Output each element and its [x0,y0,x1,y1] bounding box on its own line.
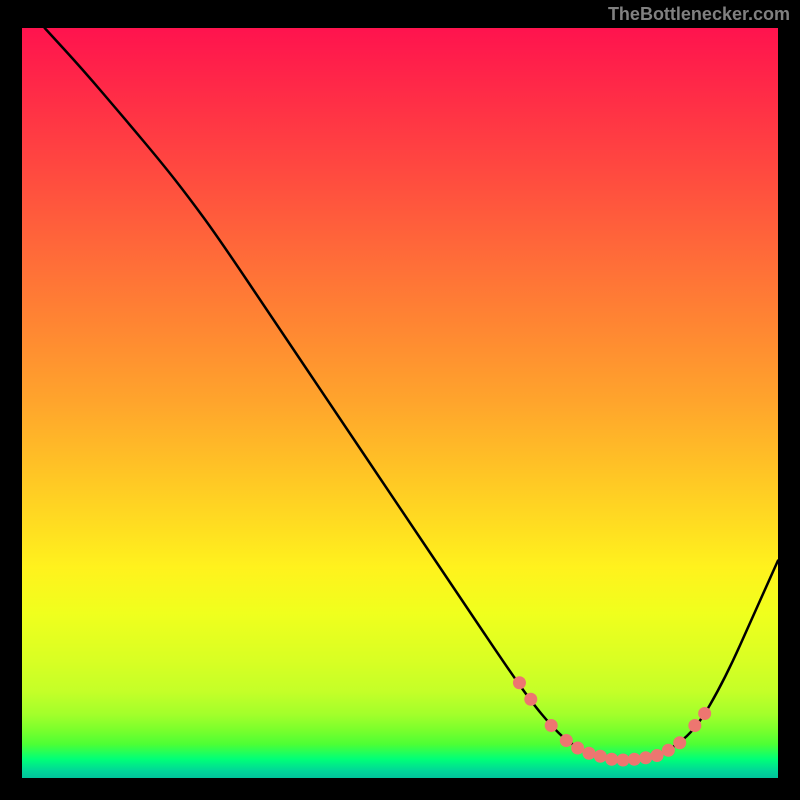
chart-overlay-svg [22,28,778,778]
curve-marker [571,742,584,755]
curve-marker [560,734,573,747]
chart-container: TheBottlenecker.com [0,0,800,800]
curve-marker [524,693,537,706]
marker-group [513,676,711,766]
curve-marker [513,676,526,689]
bottleneck-curve [45,28,778,759]
curve-marker [651,749,664,762]
watermark-text: TheBottlenecker.com [608,4,790,25]
curve-marker [594,750,607,763]
curve-marker [639,751,652,764]
curve-marker [605,753,618,766]
curve-marker [673,736,686,749]
curve-marker [688,719,701,732]
curve-marker [583,747,596,760]
curve-marker [545,719,558,732]
curve-marker [698,707,711,720]
plot-area [22,28,778,778]
curve-marker [628,753,641,766]
curve-marker [662,744,675,757]
curve-marker [617,754,630,767]
